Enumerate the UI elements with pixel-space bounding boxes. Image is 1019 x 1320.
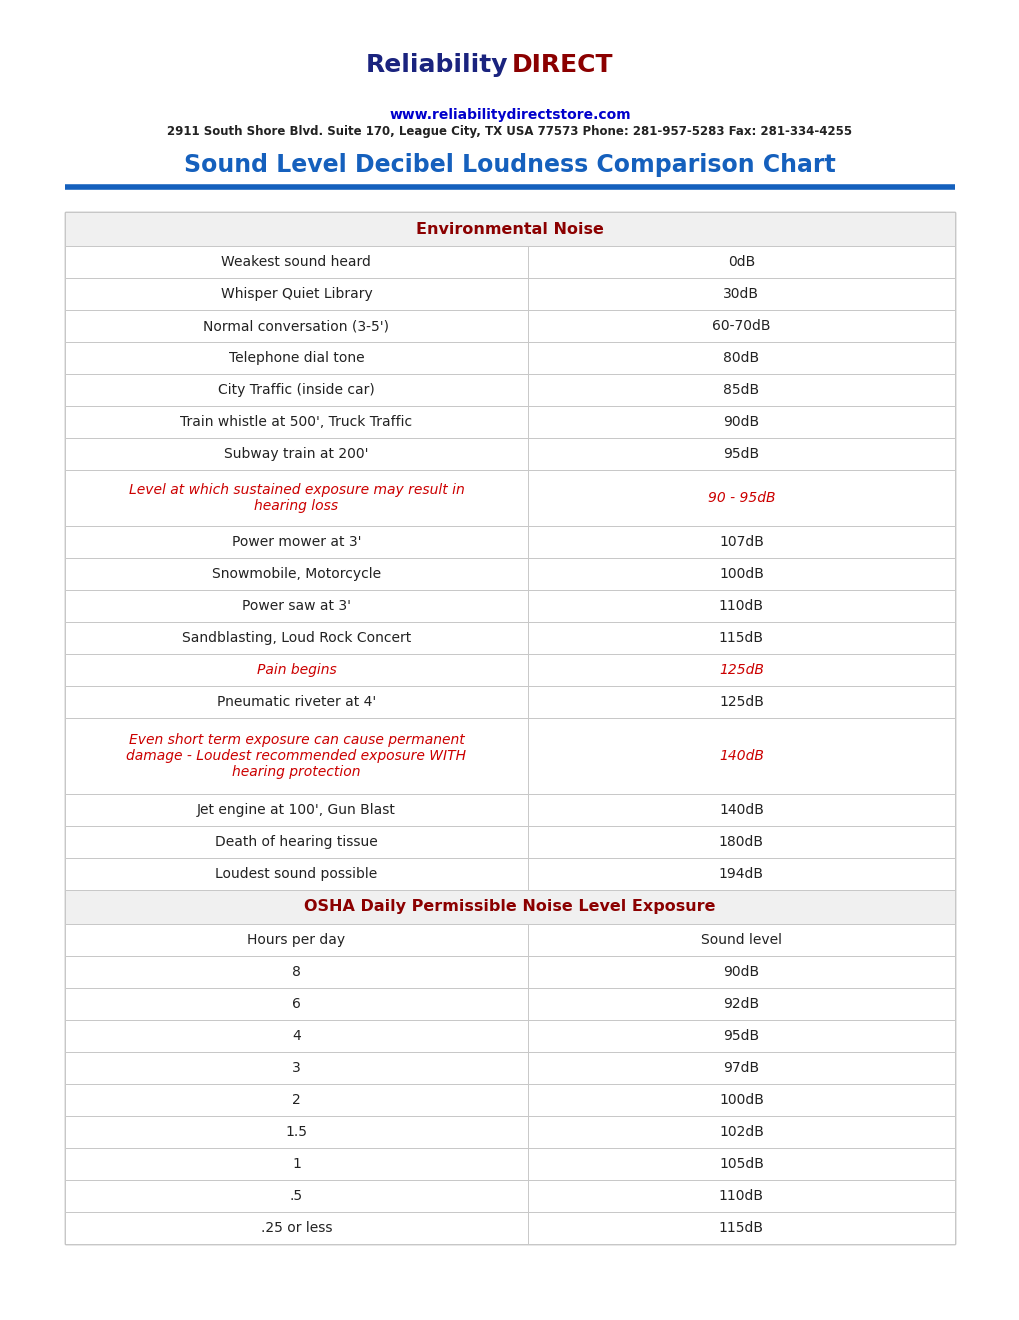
Bar (65, 890, 954, 924)
Bar (65, 1084, 954, 1115)
Bar (65, 342, 954, 374)
Text: Reliability: Reliability (365, 53, 507, 77)
Text: 4: 4 (291, 1030, 301, 1043)
Text: 140dB: 140dB (718, 803, 763, 817)
Text: 0dB: 0dB (728, 255, 754, 269)
Text: 1.5: 1.5 (285, 1125, 307, 1139)
Bar (65, 826, 954, 858)
Text: Environmental Noise: Environmental Noise (416, 222, 603, 236)
Bar (65, 956, 954, 987)
Text: .5: .5 (289, 1189, 303, 1203)
Text: OSHA Daily Permissible Noise Level Exposure: OSHA Daily Permissible Noise Level Expos… (304, 899, 715, 915)
Bar (65, 987, 954, 1020)
Text: 140dB: 140dB (718, 748, 763, 763)
Bar (65, 653, 954, 686)
Text: 97dB: 97dB (722, 1061, 759, 1074)
Bar (65, 246, 954, 279)
Text: 125dB: 125dB (718, 663, 763, 677)
Text: 80dB: 80dB (722, 351, 759, 366)
Text: www.reliabilitydirectstore.com: www.reliabilitydirectstore.com (389, 108, 630, 121)
Text: 90dB: 90dB (722, 965, 759, 979)
Text: 6: 6 (291, 997, 301, 1011)
Bar (65, 407, 954, 438)
Text: 107dB: 107dB (718, 535, 763, 549)
Bar (65, 374, 954, 407)
Text: Death of hearing tissue: Death of hearing tissue (215, 836, 377, 849)
Text: 100dB: 100dB (718, 568, 763, 581)
Bar (65, 525, 954, 558)
Bar (65, 924, 954, 956)
Text: Whisper Quiet Library: Whisper Quiet Library (220, 286, 372, 301)
Bar (65, 1180, 954, 1212)
Bar (65, 310, 954, 342)
Text: 1: 1 (291, 1158, 301, 1171)
Bar (65, 279, 954, 310)
Text: Level at which sustained exposure may result in
hearing loss: Level at which sustained exposure may re… (128, 483, 464, 513)
Bar (65, 213, 954, 1243)
Text: Subway train at 200': Subway train at 200' (224, 447, 368, 461)
Text: Power mower at 3': Power mower at 3' (231, 535, 361, 549)
Text: 2911 South Shore Blvd. Suite 170, League City, TX USA 77573 Phone: 281-957-5283 : 2911 South Shore Blvd. Suite 170, League… (167, 125, 852, 139)
Text: .25 or less: .25 or less (261, 1221, 332, 1236)
Text: Snowmobile, Motorcycle: Snowmobile, Motorcycle (212, 568, 380, 581)
Text: DIRECT: DIRECT (512, 53, 612, 77)
Text: 115dB: 115dB (718, 631, 763, 645)
Text: 90dB: 90dB (722, 414, 759, 429)
Text: Pain begins: Pain begins (256, 663, 336, 677)
Bar (65, 1115, 954, 1148)
Bar (65, 622, 954, 653)
Bar (65, 1052, 954, 1084)
Text: Hours per day: Hours per day (247, 933, 345, 946)
Text: Train whistle at 500', Truck Traffic: Train whistle at 500', Truck Traffic (180, 414, 412, 429)
Bar (65, 590, 954, 622)
Text: 102dB: 102dB (718, 1125, 763, 1139)
Bar (65, 213, 954, 246)
Text: 115dB: 115dB (718, 1221, 763, 1236)
Text: 92dB: 92dB (722, 997, 759, 1011)
Bar (65, 1212, 954, 1243)
Text: 110dB: 110dB (718, 1189, 763, 1203)
Text: Even short term exposure can cause permanent
damage - Loudest recommended exposu: Even short term exposure can cause perma… (126, 733, 466, 779)
Bar (65, 1020, 954, 1052)
Text: Sandblasting, Loud Rock Concert: Sandblasting, Loud Rock Concert (181, 631, 411, 645)
Bar (65, 558, 954, 590)
Bar (65, 795, 954, 826)
Text: Telephone dial tone: Telephone dial tone (228, 351, 364, 366)
Text: 30dB: 30dB (722, 286, 759, 301)
Text: 110dB: 110dB (718, 599, 763, 612)
Text: Power saw at 3': Power saw at 3' (242, 599, 351, 612)
Text: 100dB: 100dB (718, 1093, 763, 1107)
Bar (65, 718, 954, 795)
Text: 60-70dB: 60-70dB (711, 319, 770, 333)
Text: 90 - 95dB: 90 - 95dB (707, 491, 774, 506)
Bar (65, 470, 954, 525)
Bar (65, 1148, 954, 1180)
Text: 180dB: 180dB (718, 836, 763, 849)
Text: 85dB: 85dB (722, 383, 759, 397)
Text: Sound Level Decibel Loudness Comparison Chart: Sound Level Decibel Loudness Comparison … (184, 153, 835, 177)
Text: 125dB: 125dB (718, 696, 763, 709)
Text: Sound level: Sound level (700, 933, 782, 946)
Text: Loudest sound possible: Loudest sound possible (215, 867, 377, 880)
Text: City Traffic (inside car): City Traffic (inside car) (218, 383, 374, 397)
Text: 105dB: 105dB (718, 1158, 763, 1171)
Bar (65, 686, 954, 718)
Text: 2: 2 (291, 1093, 301, 1107)
Text: 194dB: 194dB (718, 867, 763, 880)
Text: Weakest sound heard: Weakest sound heard (221, 255, 371, 269)
Bar (65, 858, 954, 890)
Text: 95dB: 95dB (722, 447, 759, 461)
Text: 3: 3 (291, 1061, 301, 1074)
Text: Jet engine at 100', Gun Blast: Jet engine at 100', Gun Blast (197, 803, 395, 817)
Bar (65, 438, 954, 470)
Text: 95dB: 95dB (722, 1030, 759, 1043)
Text: Pneumatic riveter at 4': Pneumatic riveter at 4' (217, 696, 376, 709)
Text: Normal conversation (3-5'): Normal conversation (3-5') (203, 319, 389, 333)
Text: 8: 8 (291, 965, 301, 979)
